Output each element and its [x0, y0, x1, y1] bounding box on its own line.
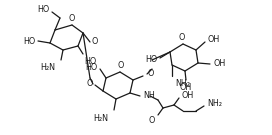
Text: HO: HO [84, 57, 96, 66]
Text: HO: HO [145, 55, 157, 63]
Text: NH₂: NH₂ [207, 99, 222, 109]
Text: OH: OH [180, 83, 192, 92]
Text: O: O [69, 14, 75, 23]
Text: HO: HO [23, 36, 35, 45]
Text: O: O [86, 80, 93, 89]
Text: OH: OH [181, 90, 193, 99]
Text: HO: HO [37, 4, 49, 14]
Text: H₂N: H₂N [93, 114, 108, 123]
Text: O: O [179, 33, 185, 42]
Text: OH: OH [213, 60, 225, 68]
Text: H₂N: H₂N [40, 63, 55, 72]
Text: NH: NH [143, 92, 155, 100]
Text: O: O [118, 61, 124, 70]
Text: O: O [149, 116, 155, 125]
Text: HO: HO [85, 63, 97, 72]
Text: O: O [147, 70, 153, 78]
Text: NH₂: NH₂ [175, 79, 190, 88]
Text: OH: OH [208, 36, 220, 45]
Text: O: O [92, 36, 98, 45]
